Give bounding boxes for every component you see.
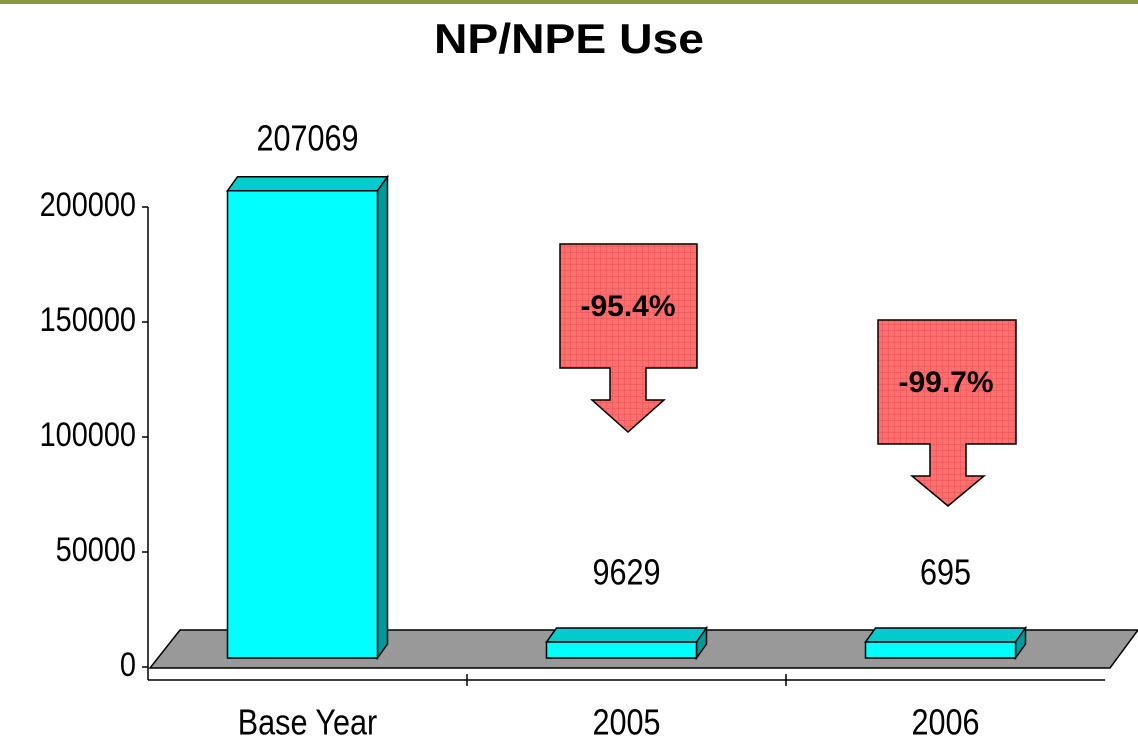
- y-tick-label: 0: [120, 645, 136, 684]
- x-tick-label: Base Year: [238, 703, 377, 743]
- x-tick-label: 2006: [911, 703, 979, 743]
- y-tick-label: 150000: [40, 300, 136, 339]
- arrow: [877, 319, 1017, 507]
- annotation: -95.4%: [580, 290, 675, 323]
- data-label: 695: [920, 553, 971, 593]
- y-tick-label: 100000: [40, 415, 136, 454]
- y-tick-label: 50000: [56, 530, 136, 569]
- data-label: 207069: [256, 119, 358, 159]
- bar-side: [376, 174, 389, 661]
- bar-front: [545, 641, 698, 659]
- data-label: 9629: [592, 553, 660, 593]
- bar-top: [545, 627, 708, 643]
- bar-top: [226, 175, 389, 192]
- bar-front: [864, 641, 1017, 659]
- y-tick-label: 200000: [40, 185, 136, 224]
- bar: [864, 625, 1027, 661]
- plot: 0 50000 100000 150000 200000 Base Year 207069 2…: [40, 119, 1105, 743]
- bar: [226, 174, 389, 661]
- chart-title: NP/NPE Use: [434, 15, 704, 62]
- bar-front: [226, 189, 379, 659]
- arrow: [559, 243, 698, 434]
- x-tick-label: 2005: [592, 703, 660, 743]
- bar-top: [864, 627, 1027, 643]
- bar: [545, 625, 708, 661]
- top-border: [0, 0, 1138, 4]
- annotation: -99.7%: [898, 366, 993, 399]
